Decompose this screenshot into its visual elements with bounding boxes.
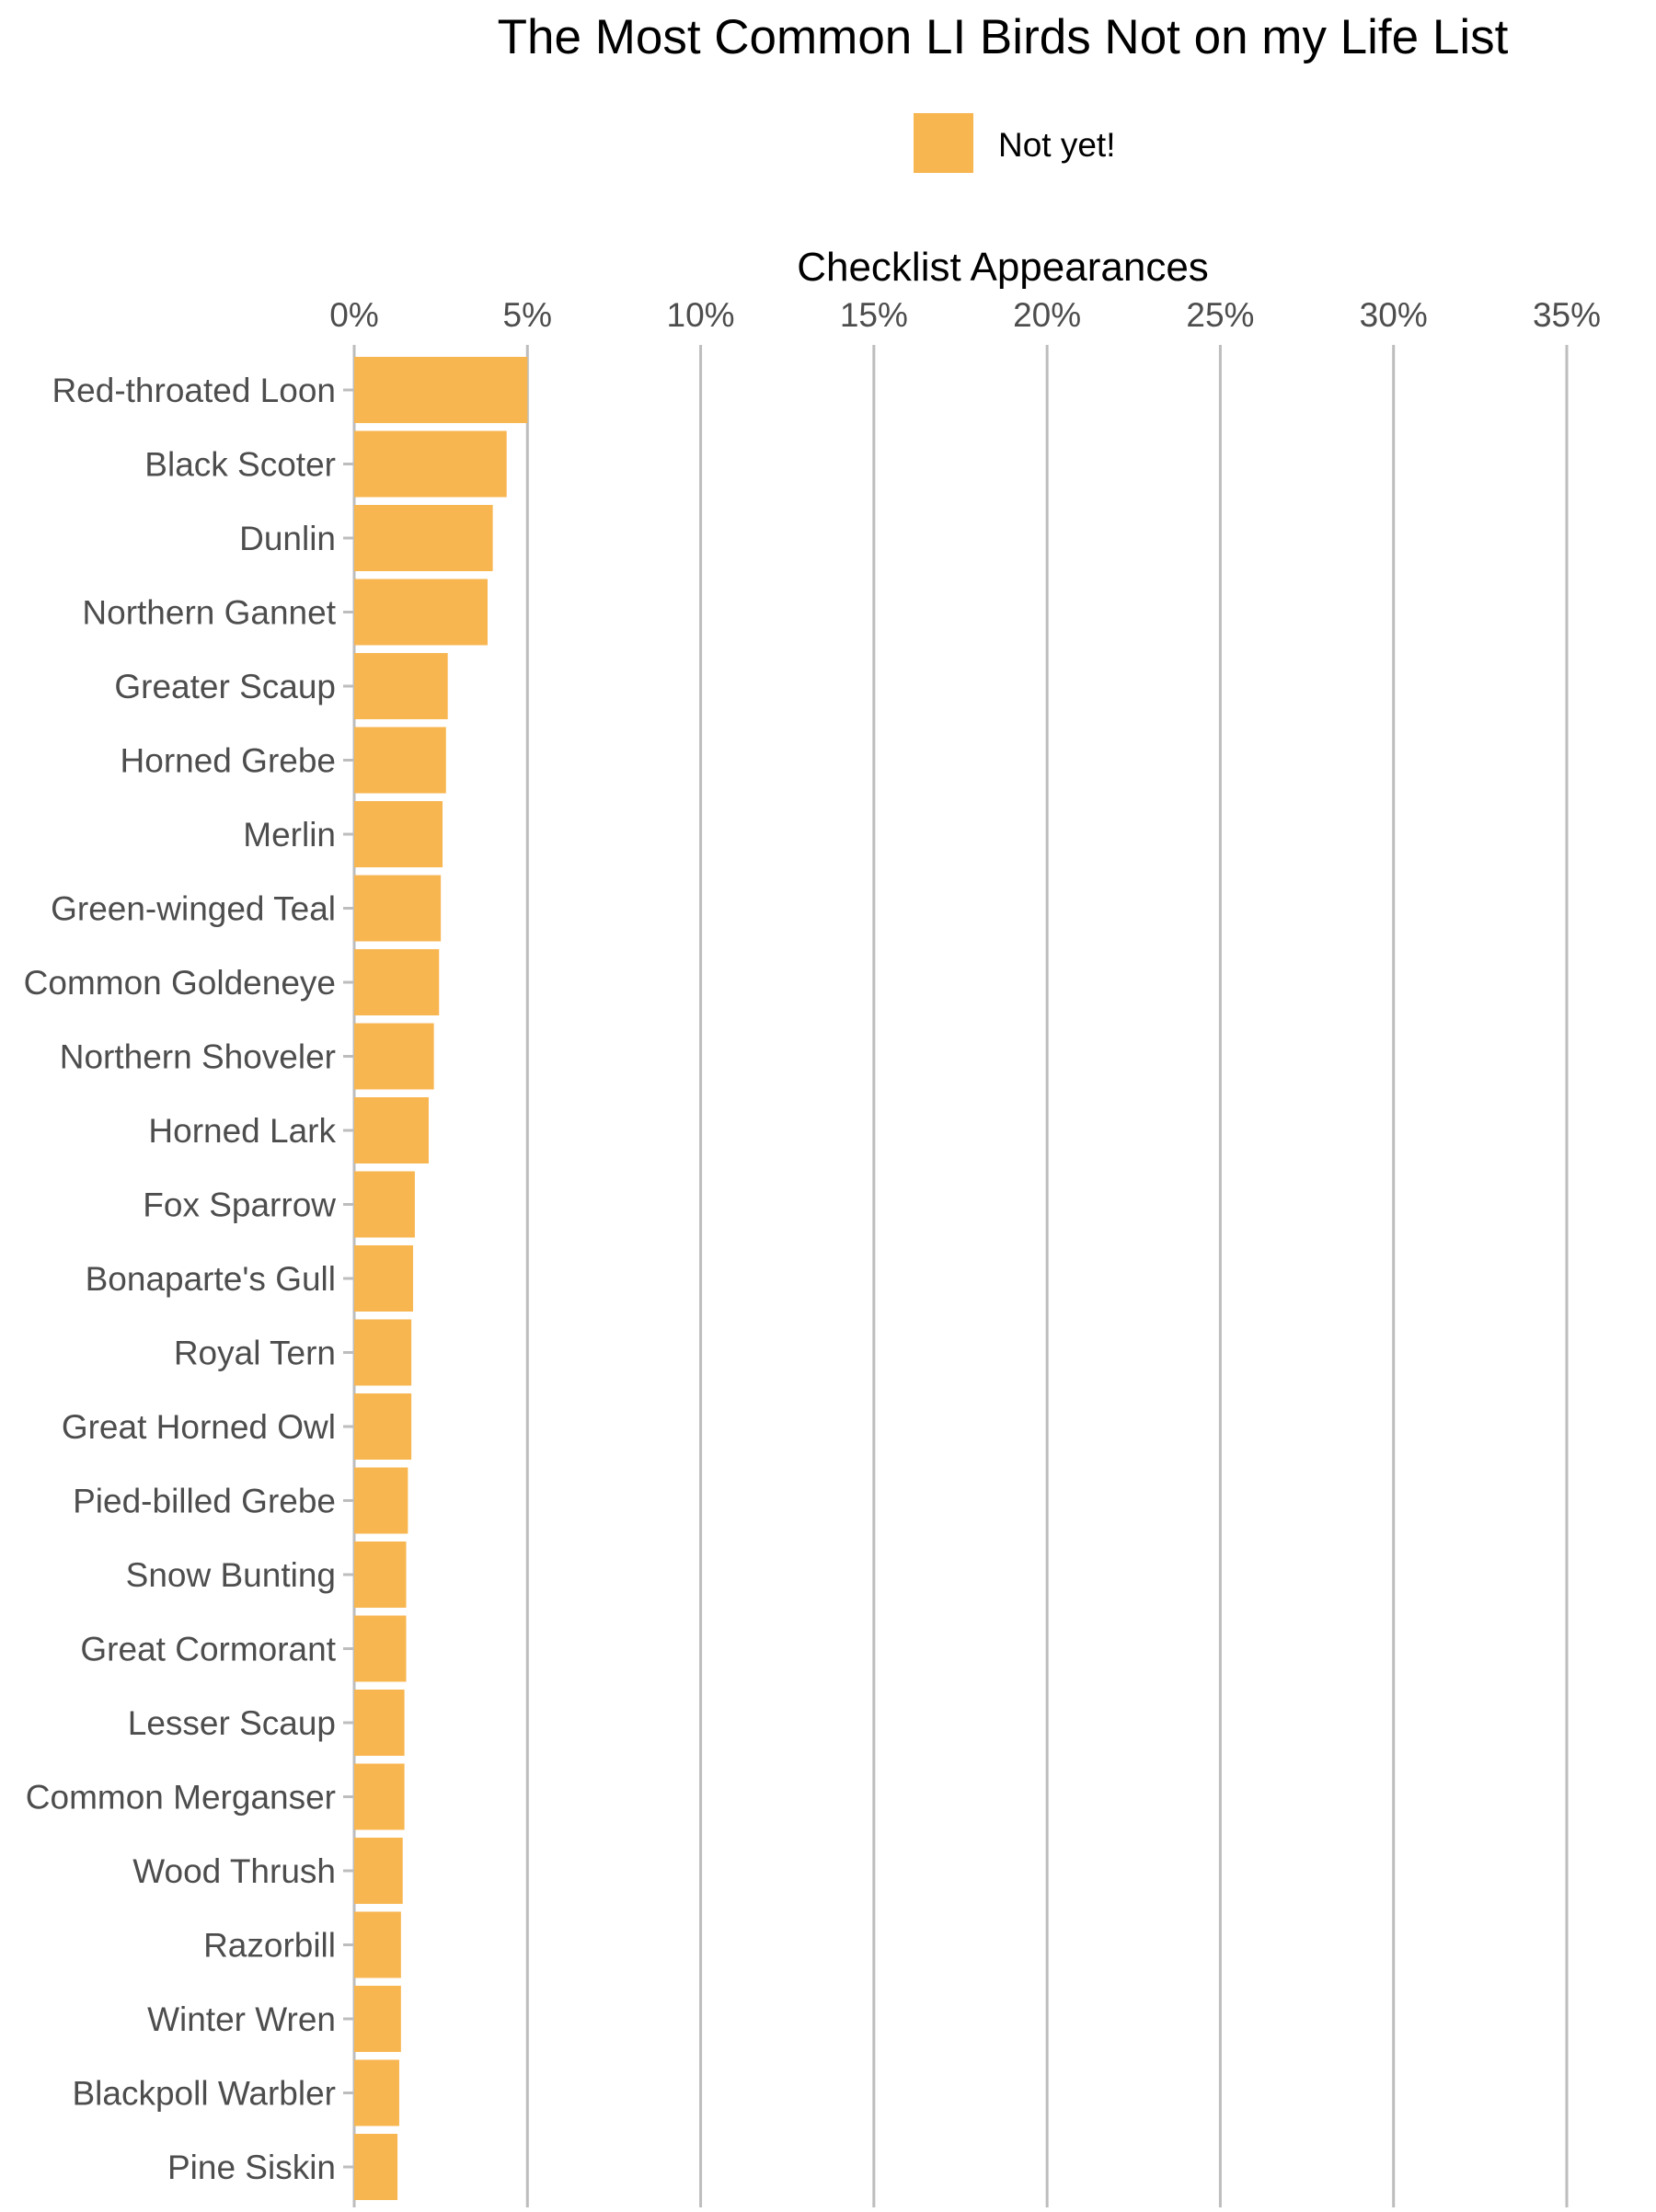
x-axis-title: Checklist Appearances <box>797 245 1209 290</box>
legend-swatch <box>912 111 975 175</box>
y-tick-label: Royal Tern <box>174 1335 336 1372</box>
bar <box>354 1690 405 1756</box>
x-axis-ticks: 0% 5% 10% 15% 20% 25% 30% 35% <box>329 296 1601 334</box>
x-tick-label: 10% <box>667 296 735 334</box>
y-tick-label: Dunlin <box>239 520 336 557</box>
bar <box>354 2059 399 2126</box>
y-tick-label: Merlin <box>243 816 336 854</box>
bars <box>354 357 528 2200</box>
bar <box>354 1023 434 1090</box>
y-tick-label: Bonaparte's Gull <box>86 1260 336 1298</box>
bar <box>354 1245 414 1312</box>
bar <box>354 1615 407 1682</box>
y-tick-label: Snow Bunting <box>126 1556 336 1594</box>
y-tick-label: Great Cormorant <box>80 1631 336 1668</box>
bar <box>354 727 446 794</box>
y-tick-label: Great Horned Owl <box>62 1408 336 1446</box>
bar <box>354 579 488 646</box>
y-tick-label: Pine Siskin <box>167 2149 336 2186</box>
bar <box>354 801 443 867</box>
y-tick-label: Winter Wren <box>147 2000 336 2038</box>
y-tick-label: Common Goldeneye <box>24 964 336 1002</box>
bar <box>354 2134 398 2200</box>
y-tick-label: Northern Shoveler <box>60 1038 336 1076</box>
y-tick-label: Horned Grebe <box>121 742 336 780</box>
y-tick-label: Fox Sparrow <box>143 1186 336 1224</box>
bar <box>354 1838 403 1904</box>
x-tick-label: 30% <box>1360 296 1428 334</box>
x-tick-label: 35% <box>1533 296 1601 334</box>
y-tick-label: Horned Lark <box>148 1112 336 1150</box>
bar <box>354 357 528 423</box>
x-tick-label: 15% <box>840 296 908 334</box>
bar <box>354 949 440 1015</box>
y-tick-label: Green-winged Teal <box>51 890 336 928</box>
bar <box>354 505 493 571</box>
bar <box>354 875 442 942</box>
bar <box>354 1171 415 1238</box>
chart-title: The Most Common LI Birds Not on my Life … <box>498 10 1509 64</box>
y-tick-label: Black Scoter <box>144 446 336 484</box>
bar <box>354 430 507 498</box>
y-tick-label: Lesser Scaup <box>128 1704 336 1742</box>
gridlines <box>352 345 1569 2212</box>
bar <box>354 1393 412 1460</box>
x-tick-label: 20% <box>1013 296 1081 334</box>
bar <box>354 1542 407 1608</box>
y-axis-labels: Red-throated Loon Black Scoter Dunlin North… <box>24 372 354 2186</box>
bar <box>354 1986 401 2052</box>
y-tick-label: Red-throated Loon <box>52 372 336 409</box>
y-tick-label: Wood Thrush <box>132 1852 336 1890</box>
bar <box>354 653 448 719</box>
legend-label: Not yet! <box>998 126 1116 164</box>
bar <box>354 1097 429 1163</box>
y-tick-label: Common Merganser <box>26 1779 336 1817</box>
y-tick-label: Pied-billed Grebe <box>73 1483 336 1520</box>
y-tick-label: Greater Scaup <box>114 668 336 705</box>
x-tick-label: 5% <box>503 296 552 334</box>
bar <box>354 1763 405 1830</box>
y-tick-label: Northern Gannet <box>82 594 336 632</box>
y-tick-label: Blackpoll Warbler <box>73 2075 337 2113</box>
y-tick-label: Razorbill <box>203 1927 336 1965</box>
bar <box>354 1467 408 1534</box>
bar <box>354 1911 401 1978</box>
bar <box>354 1319 412 1386</box>
x-tick-label: 0% <box>329 296 378 334</box>
x-tick-label: 25% <box>1186 296 1254 334</box>
